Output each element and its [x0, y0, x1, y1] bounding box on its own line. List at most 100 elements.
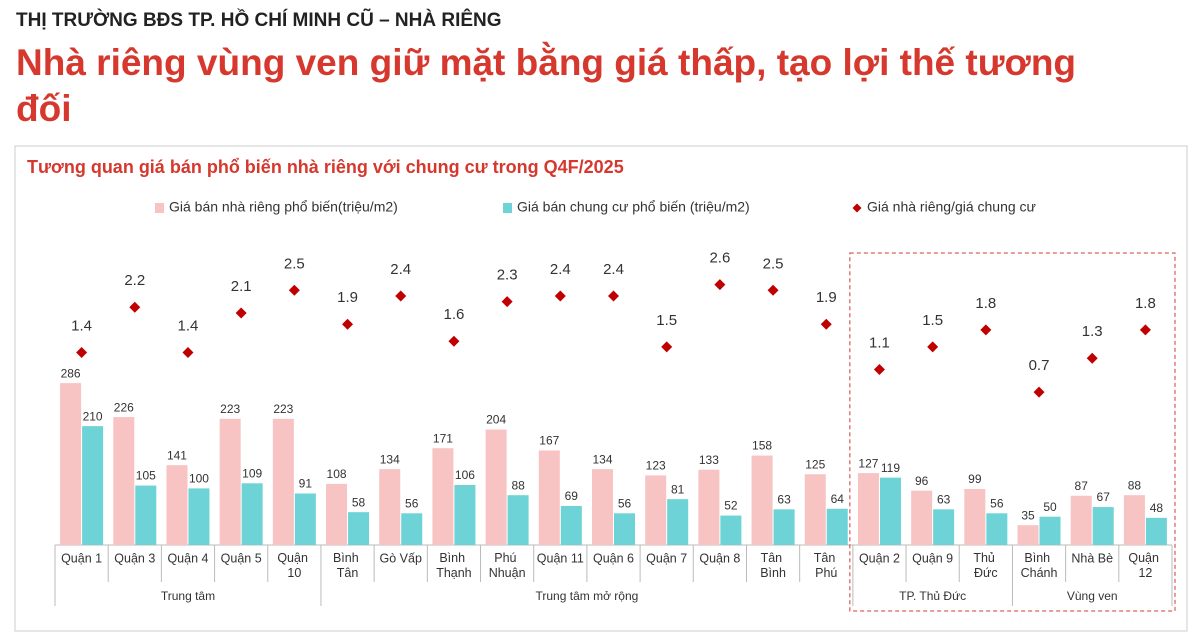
highlight-box	[849, 252, 1176, 612]
bar	[933, 509, 955, 545]
x-tick-label: Bình Thạnh	[436, 551, 471, 580]
x-tick-label: Quận 8	[699, 551, 740, 565]
ratio-label: 1.6	[443, 306, 464, 323]
bar	[432, 448, 454, 545]
ratio-marker	[714, 279, 726, 291]
bar	[645, 475, 667, 545]
bar	[1039, 516, 1061, 545]
bar-value-label: 133	[699, 453, 719, 467]
x-tick-label: Thủ Đức	[973, 551, 998, 580]
ratio-marker	[927, 341, 939, 353]
bar	[401, 513, 423, 545]
bar-value-label: 56	[618, 496, 632, 510]
x-tick-label: Quận 5	[221, 551, 262, 565]
legend-marker	[155, 203, 164, 213]
x-tick-label: Quận 10	[277, 551, 311, 580]
bar-value-label: 63	[777, 493, 791, 507]
ratio-label: 1.5	[922, 312, 943, 329]
ratio-marker	[342, 318, 354, 330]
bar	[379, 469, 401, 545]
bar	[454, 485, 476, 545]
group-label: Trung tâm mở rộng	[536, 589, 639, 603]
ratio-label: 2.4	[390, 261, 411, 278]
ratio-label: 1.4	[178, 318, 199, 335]
ratio-marker	[129, 301, 141, 313]
ratio-label: 2.1	[231, 278, 252, 295]
ratio-marker	[820, 318, 832, 330]
bar	[698, 469, 720, 545]
x-tick-label: Nhà Bè	[1071, 551, 1113, 565]
group-label: Vùng ven	[1067, 589, 1118, 603]
ratio-label: 1.8	[1135, 295, 1156, 312]
bar-value-label: 81	[671, 482, 685, 496]
bar-value-label: 35	[1021, 508, 1035, 522]
bar-value-label: 141	[167, 448, 187, 462]
x-tick-label: Quận 1	[61, 551, 102, 565]
ratio-marker	[661, 341, 673, 353]
legend-marker	[503, 203, 512, 213]
ratio-marker	[288, 284, 300, 296]
x-tick-label: Quận 6	[593, 551, 634, 565]
ratio-label: 0.7	[1029, 357, 1050, 374]
bar-value-label: 109	[242, 466, 262, 480]
ratio-marker	[554, 290, 566, 302]
bar-value-label: 204	[486, 413, 506, 427]
bar	[188, 488, 210, 545]
ratio-marker	[980, 324, 992, 336]
bar	[326, 483, 348, 545]
ratio-marker	[608, 290, 619, 302]
bar	[879, 477, 901, 545]
ratio-label: 1.9	[337, 289, 358, 306]
ratio-marker	[1086, 352, 1098, 364]
bar	[911, 490, 933, 545]
bar	[804, 474, 826, 545]
bar	[485, 429, 507, 545]
x-tick-label: Bình Chánh	[1021, 551, 1058, 580]
bar	[166, 465, 188, 545]
bar-value-label: 134	[592, 452, 612, 466]
x-tick-label: Quận 4	[167, 551, 208, 565]
ratio-label: 2.4	[550, 261, 571, 278]
bar-value-label: 108	[327, 467, 347, 481]
legend-label: Giá bán nhà riêng phổ biến(triệu/m2)	[169, 199, 398, 215]
ratio-label: 1.5	[656, 312, 677, 329]
ratio-marker	[767, 284, 779, 296]
x-tick-label: Quận 7	[646, 551, 687, 565]
bar	[964, 488, 986, 545]
bar-value-label: 127	[858, 456, 878, 470]
ratio-label: 2.2	[124, 272, 145, 289]
group-label: Trung tâm	[161, 589, 215, 603]
ratio-marker	[1033, 386, 1045, 398]
ratio-label: 1.3	[1082, 323, 1103, 340]
bar	[219, 418, 241, 545]
bar	[1145, 517, 1167, 545]
kicker: THỊ TRƯỜNG BĐS TP. HỒ CHÍ MINH CŨ – NHÀ …	[16, 10, 502, 31]
bar-value-label: 50	[1043, 500, 1057, 514]
bar-value-label: 52	[724, 499, 738, 513]
bar	[720, 515, 742, 545]
x-tick-label: Tân Bình	[760, 551, 786, 580]
bar	[667, 499, 689, 545]
bar-value-label: 87	[1075, 479, 1089, 493]
ratio-label: 1.4	[71, 318, 92, 335]
ratio-marker	[1139, 324, 1151, 336]
bar-value-label: 134	[380, 452, 400, 466]
bar	[1017, 525, 1039, 545]
bar-value-label: 106	[455, 468, 475, 482]
bar-value-label: 56	[990, 496, 1004, 510]
ratio-marker	[395, 290, 407, 302]
bar	[272, 418, 294, 545]
bar-value-label: 223	[273, 402, 293, 416]
ratio-label: 1.9	[816, 289, 837, 306]
ratio-marker	[182, 347, 194, 359]
bar	[826, 508, 848, 545]
bar-value-label: 167	[539, 434, 559, 448]
bar	[592, 469, 613, 545]
bar	[1123, 495, 1145, 545]
bar	[82, 426, 104, 545]
bar-value-label: 125	[805, 457, 825, 471]
x-tick-label: Phú Nhuận	[489, 551, 526, 580]
bar-value-label: 91	[299, 477, 313, 491]
ratio-marker	[448, 335, 460, 347]
